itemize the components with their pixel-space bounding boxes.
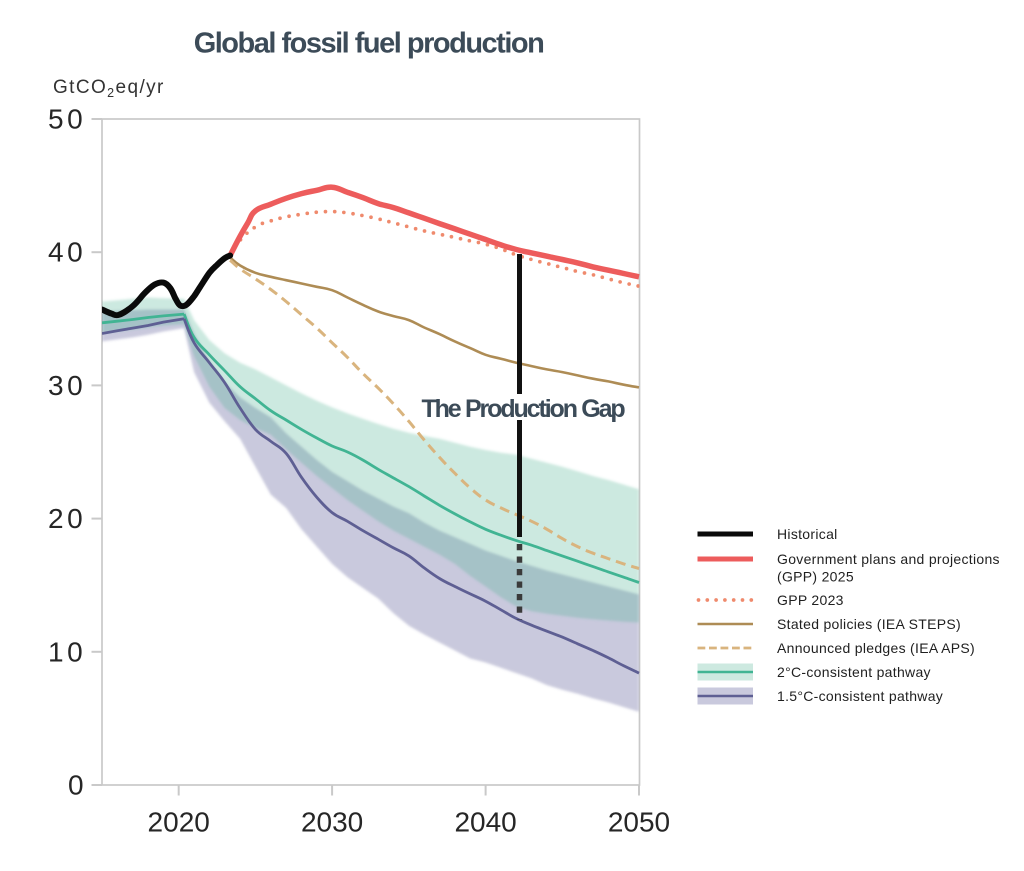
svg-text:(GPP) 2025: (GPP) 2025 xyxy=(777,569,854,585)
svg-text:GtCO2eq/yr: GtCO2eq/yr xyxy=(53,77,165,100)
svg-text:50: 50 xyxy=(48,104,86,135)
svg-text:2050: 2050 xyxy=(608,807,670,838)
svg-text:10: 10 xyxy=(48,636,86,667)
svg-text:Government plans and projectio: Government plans and projections xyxy=(777,551,1000,567)
svg-text:Stated policies (IEA STEPS): Stated policies (IEA STEPS) xyxy=(777,616,961,632)
svg-text:0: 0 xyxy=(68,770,87,801)
svg-text:2040: 2040 xyxy=(454,807,516,838)
svg-text:2030: 2030 xyxy=(301,807,363,838)
svg-text:1.5°C-consistent pathway: 1.5°C-consistent pathway xyxy=(777,688,943,704)
svg-text:Historical: Historical xyxy=(777,526,838,542)
svg-text:20: 20 xyxy=(48,503,86,534)
svg-text:40: 40 xyxy=(48,237,86,268)
svg-text:Announced pledges (IEA APS): Announced pledges (IEA APS) xyxy=(777,640,975,656)
svg-text:30: 30 xyxy=(48,370,86,401)
svg-text:Global fossil fuel production: Global fossil fuel production xyxy=(194,28,544,60)
svg-text:GPP 2023: GPP 2023 xyxy=(777,592,844,608)
svg-text:2020: 2020 xyxy=(148,807,210,838)
svg-text:2°C-consistent pathway: 2°C-consistent pathway xyxy=(777,664,931,680)
svg-text:The Production Gap: The Production Gap xyxy=(421,395,625,423)
